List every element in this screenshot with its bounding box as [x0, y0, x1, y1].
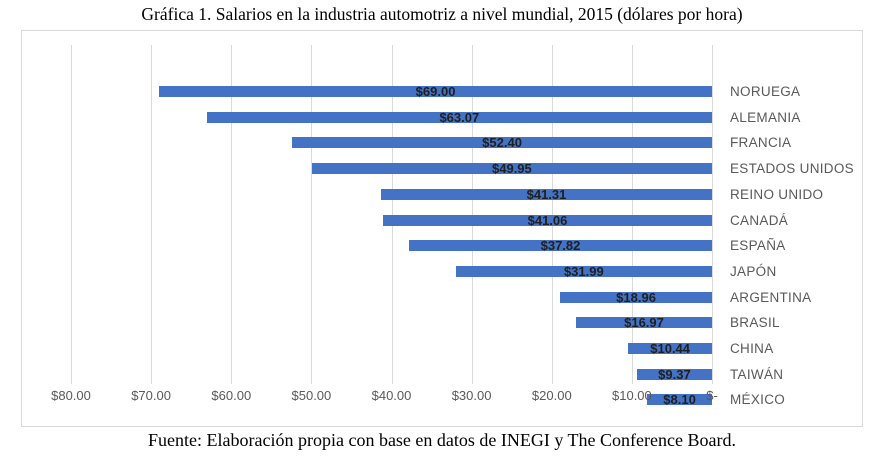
category-brasil: BRASIL — [730, 315, 780, 331]
gridline-70 — [151, 45, 153, 384]
value-label-japon: $31.99 — [563, 263, 604, 279]
value-label-reino-unido: $41.31 — [526, 186, 567, 202]
value-label-francia: $52.40 — [482, 135, 522, 151]
value-label-espana: $37.82 — [540, 238, 581, 254]
source-note: Fuente: Elaboración propia con base en d… — [148, 430, 736, 450]
category-espana: ESPAÑA — [730, 238, 786, 254]
category-china: CHINA — [730, 340, 774, 356]
x-tick-10: $10.00 — [612, 388, 652, 403]
bar-noruega — [159, 86, 712, 97]
value-label-noruega: $69.00 — [415, 84, 456, 99]
x-tick-70: $70.00 — [131, 388, 171, 403]
x-tick-50: $50.00 — [291, 388, 332, 403]
bar-japon — [455, 265, 712, 277]
gridline-50 — [311, 45, 313, 384]
category-canada: CANADÁ — [730, 212, 789, 228]
category-francia: FRANCIA — [730, 135, 792, 151]
category-estados-unidos: ESTADOS UNIDOS — [730, 161, 854, 177]
chart-area: $69.00 $63.07 $52.40 $49.95 $41.31 $41.06 $37.… — [21, 30, 863, 427]
bar-canada — [383, 214, 712, 226]
bar-argentina — [560, 291, 712, 303]
value-label-brasil: $16.97 — [624, 315, 664, 331]
category-reino-unido: REINO UNIDO — [730, 186, 824, 202]
bar-taiwan — [636, 368, 712, 380]
category-alemania: ALEMANIA — [730, 109, 801, 125]
x-tick-80: $80.00 — [51, 388, 91, 403]
gridline-0 — [712, 45, 713, 384]
bar-francia — [292, 137, 712, 149]
bar-espana — [409, 240, 712, 252]
category-mexico: MÉXICO — [730, 392, 786, 408]
category-japon: JAPÓN — [730, 263, 777, 279]
x-tick-20: $20.00 — [531, 388, 572, 403]
value-label-canada: $41.06 — [527, 212, 568, 228]
value-label-alemania: $63.07 — [439, 109, 480, 125]
bar-alemania — [206, 111, 712, 123]
gridline-60 — [231, 45, 233, 384]
value-label-mexico: $8.10 — [663, 392, 696, 408]
x-tick-30: $30.00 — [451, 388, 492, 403]
value-label-estados-unidos: $49.95 — [492, 161, 532, 177]
x-tick-0: $- — [706, 388, 718, 403]
gridline-80 — [71, 45, 72, 384]
category-taiwan: TAIWÁN — [730, 366, 784, 382]
category-argentina: ARGENTINA — [730, 289, 812, 305]
value-label-china: $10.44 — [650, 341, 691, 356]
bar-estados-unidos — [311, 163, 712, 175]
bar-china — [628, 343, 712, 354]
value-label-taiwan: $9.37 — [658, 366, 691, 382]
bar-reino-unido — [381, 188, 712, 200]
x-tick-40: $40.00 — [371, 388, 412, 403]
value-label-argentina: $18.96 — [616, 289, 656, 305]
bar-brasil — [576, 317, 712, 329]
chart-title: Gráfica 1. Salarios en la industria auto… — [141, 4, 743, 24]
category-noruega: NORUEGA — [730, 83, 801, 99]
bar-mexico — [647, 394, 712, 406]
x-tick-60: $60.00 — [211, 388, 252, 403]
